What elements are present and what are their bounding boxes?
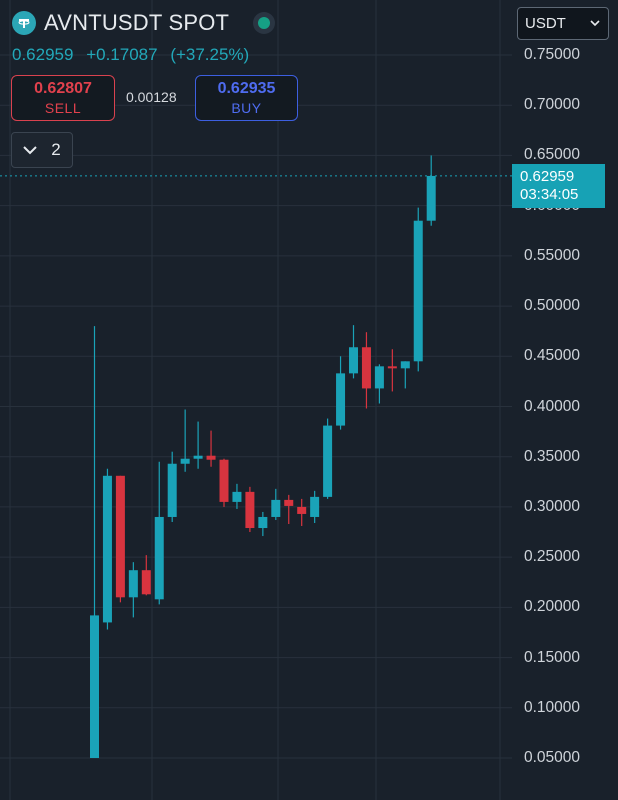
candle-body: [141, 570, 151, 595]
candle: [387, 349, 397, 392]
candle-body: [413, 220, 423, 362]
candle-body: [219, 459, 229, 502]
candle-body: [297, 506, 307, 514]
token-logo-icon: [12, 11, 36, 35]
candle: [349, 325, 358, 379]
y-tick-label: 0.65000: [524, 146, 581, 164]
y-tick-label: 0.30000: [524, 497, 581, 515]
candle-body: [193, 455, 203, 459]
candle: [90, 326, 99, 758]
price-tag-countdown: 03:34:05: [520, 185, 579, 203]
chart-header: AVNTUSDT SPOT: [12, 10, 276, 36]
candle-body: [180, 458, 190, 464]
price-tag-value: 0.62959: [520, 167, 575, 185]
y-tick-label: 0.35000: [524, 447, 581, 465]
y-tick-label: 0.20000: [524, 598, 581, 616]
candle-body: [245, 491, 255, 529]
sell-label: SELL: [44, 100, 82, 116]
price-summary: 0.62959 +0.17087 (+37.25%): [12, 45, 257, 65]
y-tick-label: 0.05000: [524, 749, 581, 766]
candle: [310, 490, 320, 523]
candle-body: [102, 475, 112, 623]
candle: [232, 483, 242, 509]
y-tick-label: 0.45000: [524, 347, 581, 365]
y-tick-label: 0.75000: [524, 46, 581, 63]
candle: [323, 418, 333, 499]
candle-body: [128, 570, 138, 598]
candle: [374, 364, 384, 404]
sell-button[interactable]: 0.62807 SELL: [11, 75, 115, 121]
chevron-down-icon: [590, 20, 600, 27]
symbol-title: AVNTUSDT SPOT: [44, 10, 230, 35]
candle: [284, 494, 294, 525]
candle-body: [349, 347, 358, 374]
candle-body: [154, 516, 164, 600]
y-tick-label: 0.55000: [524, 246, 581, 264]
candle-body: [426, 175, 436, 221]
y-tick-label: 0.50000: [524, 297, 581, 315]
spread-value: 0.00128: [126, 89, 177, 105]
candle-body: [232, 491, 242, 502]
candle: [141, 555, 151, 596]
live-dot: [258, 17, 271, 29]
live-status-icon: [253, 12, 276, 34]
candle: [219, 458, 229, 507]
y-tick-label: 0.40000: [524, 397, 581, 415]
candle-body: [167, 463, 177, 517]
candle-body: [284, 499, 294, 506]
candle-body: [258, 516, 268, 529]
candle: [426, 155, 436, 226]
current-price-tag: 0.62959 03:34:05: [512, 163, 605, 208]
grid-lines: [0, 0, 512, 800]
depth-toggle[interactable]: 2: [11, 132, 73, 168]
candle-body: [400, 361, 410, 369]
candle-body: [115, 475, 125, 598]
last-price: 0.62959: [12, 45, 74, 64]
currency-select[interactable]: USDT: [517, 7, 609, 40]
candle: [245, 486, 255, 533]
candle: [180, 409, 190, 472]
candle: [154, 461, 164, 605]
candles: [90, 155, 436, 758]
candle: [258, 511, 268, 537]
y-tick-label: 0.10000: [524, 698, 581, 716]
chevron-down-icon: [23, 145, 37, 154]
candle: [102, 468, 112, 630]
candle: [361, 332, 371, 409]
candle-body: [90, 615, 99, 758]
candle: [297, 498, 307, 527]
candle: [413, 207, 423, 372]
y-tick-label: 0.15000: [524, 648, 581, 666]
candle-body: [271, 499, 281, 517]
buy-label: BUY: [231, 100, 262, 116]
candle-body: [323, 425, 333, 497]
candle: [167, 451, 177, 522]
y-tick-label: 0.70000: [524, 96, 581, 114]
candle-body: [387, 366, 397, 369]
candle: [336, 356, 346, 430]
candle-body: [206, 455, 216, 460]
buy-button[interactable]: 0.62935 BUY: [195, 75, 298, 121]
currency-value: USDT: [525, 15, 566, 32]
depth-value: 2: [51, 140, 61, 159]
candle: [115, 475, 125, 603]
candle: [206, 430, 216, 467]
price-change-percent: (+37.25%): [170, 45, 250, 64]
candle: [271, 488, 281, 520]
candle-body: [336, 373, 346, 426]
candle-body: [310, 496, 320, 517]
candle: [400, 361, 410, 389]
candle: [193, 421, 203, 469]
candle-body: [374, 366, 384, 389]
sell-price: 0.62807: [34, 80, 92, 97]
candle-body: [361, 347, 371, 389]
price-change: +0.17087: [86, 45, 158, 64]
candle: [128, 562, 138, 618]
y-tick-label: 0.25000: [524, 548, 581, 566]
buy-price: 0.62935: [217, 80, 276, 97]
